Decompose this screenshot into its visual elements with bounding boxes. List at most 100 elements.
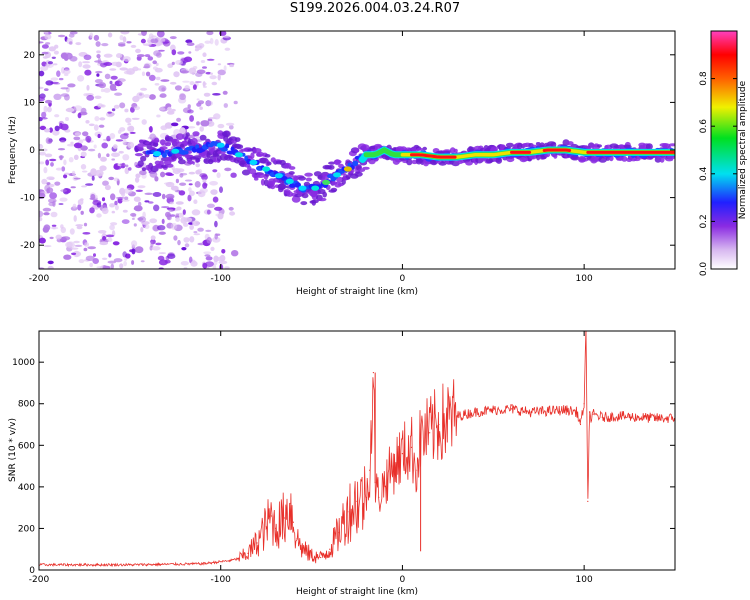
noise-blob [140, 87, 148, 91]
noise-blob [192, 66, 198, 70]
noise-blob [119, 127, 126, 132]
noise-blob [189, 224, 195, 230]
noise-blob [122, 56, 131, 62]
noise-blob [42, 56, 49, 59]
ridge-halo [330, 187, 338, 192]
ridge-halo [234, 137, 241, 143]
snr-point [510, 408, 513, 410]
noise-blob [43, 166, 48, 174]
noise-blob [215, 233, 221, 236]
snr-xtick-label: 100 [576, 575, 593, 585]
noise-blob [183, 266, 188, 269]
noise-blob [73, 136, 81, 141]
noise-blob [168, 109, 173, 114]
noise-blob [97, 230, 107, 234]
noise-blob [78, 259, 85, 264]
noise-blob [44, 153, 53, 158]
noise-blob [69, 228, 75, 235]
noise-blob [151, 246, 161, 251]
noise-blob [82, 232, 91, 235]
noise-blob [82, 64, 91, 69]
noise-blob [51, 56, 56, 59]
colorbar-tick-label: 0.4 [699, 166, 709, 181]
ridge-halo [305, 177, 312, 182]
snr-point [356, 500, 358, 502]
snr-point [656, 417, 658, 419]
noise-blob [174, 85, 182, 91]
noise-blob [217, 69, 226, 76]
noise-blob [39, 70, 45, 77]
noise-blob [101, 142, 108, 149]
noise-blob [110, 222, 118, 226]
noise-blob [121, 199, 130, 202]
noise-blob [206, 209, 211, 215]
noise-blob [158, 252, 167, 255]
noise-blob [133, 106, 140, 111]
noise-blob [205, 256, 213, 261]
snr-point [311, 554, 313, 557]
noise-blob [125, 164, 129, 168]
ridge-halo [137, 160, 144, 167]
noise-blob [111, 108, 116, 112]
noise-blob [151, 35, 157, 38]
noise-blob [60, 87, 69, 90]
noise-blob [124, 258, 128, 261]
noise-blob [115, 61, 122, 68]
snr-point [438, 423, 440, 426]
noise-blob [188, 171, 196, 175]
noise-blob [173, 235, 178, 241]
noise-blob [47, 265, 54, 269]
ridge-halo [160, 139, 166, 146]
snr-point [265, 525, 267, 528]
noise-blob [131, 217, 135, 220]
noise-blob [41, 44, 49, 49]
noise-blob [133, 205, 143, 212]
ridge-halo [310, 199, 319, 204]
noise-blob [61, 236, 71, 241]
noise-blob [94, 79, 103, 84]
snr-point [638, 416, 640, 418]
noise-blob [106, 153, 110, 157]
ridge-highlight [311, 185, 320, 191]
noise-blob [212, 264, 217, 269]
noise-blob [45, 159, 50, 166]
spectrogram-ytick-label: -20 [20, 241, 35, 251]
snr-point [547, 410, 549, 412]
noise-blob [77, 75, 85, 82]
snr-point [289, 502, 291, 505]
snr-xlabel: Height of straight line (km) [296, 587, 418, 597]
ridge-halo [354, 171, 363, 177]
noise-blob [54, 181, 61, 186]
ridge-halo [297, 176, 307, 181]
colorbar-label: Normalized spectral amplitude [738, 80, 748, 219]
noise-blob [228, 125, 234, 130]
ridge-halo [192, 131, 200, 137]
noise-blob [102, 236, 107, 241]
noise-blob [96, 213, 102, 218]
noise-blob [158, 259, 168, 266]
ridge-halo [318, 197, 327, 202]
noise-blob [188, 51, 192, 54]
noise-blob [202, 262, 208, 269]
noise-blob [131, 117, 140, 120]
ridge-highlight [343, 166, 352, 172]
noise-blob [213, 259, 218, 266]
noise-blob [48, 46, 56, 52]
noise-blob [160, 79, 170, 82]
noise-blob [152, 60, 157, 65]
noise-blob [177, 239, 181, 246]
noise-blob [107, 111, 112, 114]
noise-blob [93, 124, 99, 131]
noise-blob [142, 43, 152, 46]
snr-point [576, 411, 578, 413]
noise-blob [167, 63, 174, 68]
spectrogram-ytick-label: 0 [29, 146, 35, 156]
noise-blob [75, 224, 84, 227]
noise-blob [89, 262, 93, 268]
noise-blob [72, 203, 77, 209]
spectrogram-xtick-label: 0 [400, 274, 406, 284]
noise-blob [184, 179, 193, 182]
noise-blob [230, 172, 237, 178]
noise-blob [101, 43, 109, 47]
noise-blob [180, 261, 189, 266]
